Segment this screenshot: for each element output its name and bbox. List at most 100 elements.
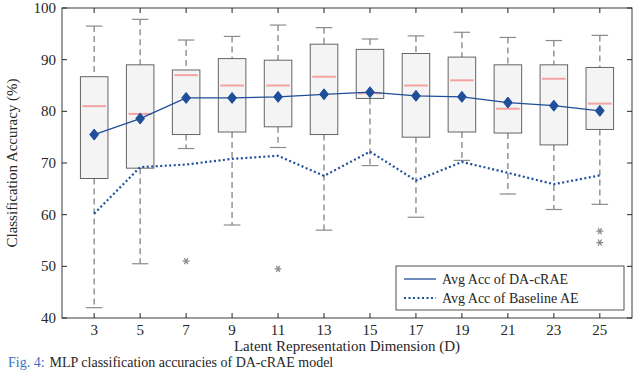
y-tick <box>627 111 632 112</box>
marker <box>136 113 145 124</box>
median <box>266 85 290 87</box>
median <box>312 76 336 78</box>
whisker-cap <box>132 263 149 264</box>
median <box>588 103 612 105</box>
outlier <box>596 240 603 246</box>
x-tick <box>140 8 141 13</box>
whisker-high <box>507 37 508 64</box>
x-tick <box>461 8 462 13</box>
marker <box>366 87 375 98</box>
x-tick <box>553 8 554 13</box>
x-tick <box>278 313 279 318</box>
marker <box>503 97 512 108</box>
box <box>80 77 108 179</box>
marker <box>274 91 283 102</box>
x-tick-label: 15 <box>362 322 377 338</box>
whisker-cap <box>178 39 195 40</box>
box <box>218 59 246 132</box>
x-tick <box>324 8 325 13</box>
box <box>356 49 384 98</box>
legend-swatch <box>404 297 436 299</box>
whisker-low <box>139 168 140 264</box>
y-tick <box>62 214 67 215</box>
legend-box <box>396 266 624 310</box>
x-tick <box>278 8 279 13</box>
x-tick <box>507 8 508 13</box>
whisker-cap <box>362 38 379 39</box>
whisker-cap <box>500 37 517 38</box>
x-tick-label: 9 <box>228 322 236 338</box>
whisker-cap <box>86 307 103 308</box>
x-tick-label: 17 <box>408 322 424 338</box>
whisker-cap <box>224 36 241 37</box>
whisker-high <box>461 32 462 57</box>
y-tick <box>627 266 632 267</box>
whisker-low <box>323 135 324 231</box>
whisker-low <box>185 135 186 149</box>
x-tick <box>599 8 600 13</box>
caption-text: MLP classification accuracies of DA-cRAE… <box>50 355 334 370</box>
caption: Fig. 4: MLP classification accuracies of … <box>8 355 333 370</box>
x-tick <box>94 8 95 13</box>
series-line <box>94 152 600 214</box>
whisker-high <box>369 39 370 49</box>
y-tick-label: 80 <box>41 103 56 119</box>
whisker-low <box>461 132 462 160</box>
whisker-cap <box>546 209 563 210</box>
whisker-cap <box>500 193 517 194</box>
x-tick-label: 19 <box>454 322 469 338</box>
y-tick <box>627 8 632 9</box>
marker <box>412 90 421 101</box>
whisker-cap <box>408 35 425 36</box>
box <box>126 65 154 168</box>
whisker-cap <box>592 204 609 205</box>
x-axis-label: Latent Representation Dimension (D) <box>234 338 460 355</box>
x-tick <box>461 313 462 318</box>
y-tick-label: 90 <box>41 52 56 68</box>
box <box>310 44 338 134</box>
whisker-cap <box>270 147 287 148</box>
marker <box>320 89 329 100</box>
y-tick-label: 40 <box>41 310 56 326</box>
x-tick <box>369 8 370 13</box>
x-tick <box>599 313 600 318</box>
marker <box>182 92 191 103</box>
whisker-high <box>231 36 232 58</box>
marker <box>90 129 99 140</box>
y-tick-label: 100 <box>34 0 57 16</box>
x-tick-label: 13 <box>317 322 332 338</box>
x-tick-label: 5 <box>136 322 144 338</box>
y-tick <box>627 214 632 215</box>
box <box>494 65 522 133</box>
whisker-high <box>185 40 186 70</box>
y-tick <box>627 163 632 164</box>
whisker-high <box>323 28 324 45</box>
box <box>264 60 292 127</box>
marker <box>458 91 467 102</box>
y-tick <box>627 318 632 319</box>
whisker-low <box>507 133 508 194</box>
x-tick <box>369 313 370 318</box>
x-tick-label: 23 <box>546 322 561 338</box>
median <box>450 79 474 81</box>
median <box>82 105 106 107</box>
x-tick <box>507 313 508 318</box>
whisker-high <box>599 35 600 67</box>
whisker-low <box>599 129 600 204</box>
y-tick <box>627 59 632 60</box>
whisker-cap <box>454 32 471 33</box>
marker <box>595 105 604 116</box>
whisker-cap <box>316 230 333 231</box>
y-tick <box>62 163 67 164</box>
whisker-low <box>415 137 416 217</box>
whisker-cap <box>592 35 609 36</box>
x-tick <box>140 313 141 318</box>
whisker-cap <box>224 224 241 225</box>
caption-label: Fig. 4: <box>8 355 45 370</box>
y-tick <box>62 266 67 267</box>
x-tick-label: 25 <box>592 322 607 338</box>
whisker-cap <box>86 25 103 26</box>
x-tick <box>94 313 95 318</box>
y-tick <box>62 8 67 9</box>
plot-bg <box>62 8 632 318</box>
